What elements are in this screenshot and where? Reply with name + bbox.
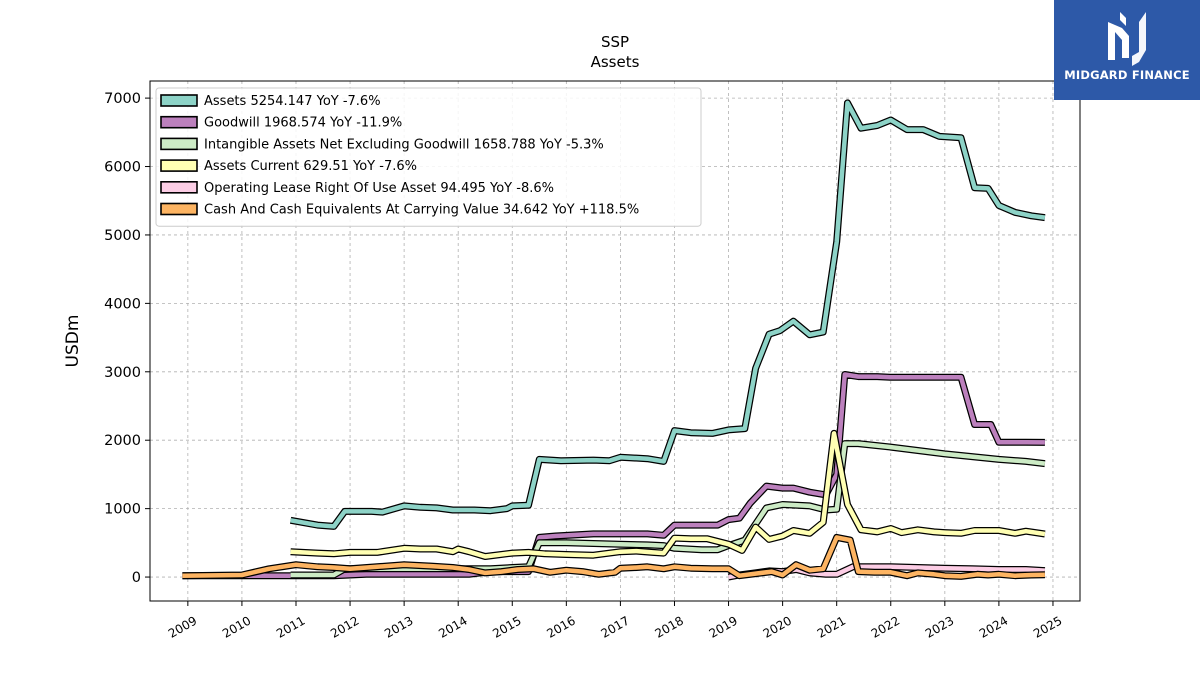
legend-entry: Assets 5254.147 YoY -7.6% bbox=[204, 94, 381, 109]
legend-entry: Operating Lease Right Of Use Asset 94.49… bbox=[204, 181, 554, 196]
legend-swatch bbox=[160, 181, 198, 194]
x-tick-label: 2014 bbox=[436, 613, 469, 640]
y-tick-label: 4000 bbox=[104, 296, 141, 312]
x-tick-label: 2023 bbox=[923, 613, 956, 640]
x-tick-label: 2018 bbox=[653, 613, 686, 640]
legend-swatch bbox=[160, 159, 198, 172]
chart-title: SSP bbox=[601, 33, 629, 51]
x-axis: 2009 2010 2011 2012 2013 2014 2015 2016 2017 2018… bbox=[166, 601, 1064, 641]
x-tick-label: 2020 bbox=[761, 613, 794, 640]
y-tick-label: 2000 bbox=[104, 433, 141, 449]
legend-entry: Cash And Cash Equivalents At Carrying Va… bbox=[204, 203, 639, 218]
y-tick-label: 0 bbox=[132, 570, 141, 586]
brand-logo: MIDGARD FINANCE bbox=[1054, 0, 1200, 100]
series-line bbox=[290, 431, 1046, 559]
x-tick-label: 2016 bbox=[544, 613, 577, 640]
x-tick-label: 2017 bbox=[598, 613, 631, 640]
y-tick-label: 5000 bbox=[104, 228, 141, 244]
x-tick-label: 2010 bbox=[220, 613, 253, 640]
x-tick-label: 2012 bbox=[328, 613, 361, 640]
series-line bbox=[182, 535, 1045, 579]
series-line bbox=[290, 100, 1046, 529]
x-tick-label: 2022 bbox=[869, 613, 902, 640]
series-layer bbox=[182, 99, 1046, 581]
series-3 bbox=[290, 429, 1046, 560]
x-tick-label: 2025 bbox=[1031, 613, 1064, 640]
legend: Assets 5254.147 YoY -7.6% Goodwill 1968.5… bbox=[155, 87, 702, 227]
x-tick-label: 2009 bbox=[166, 613, 199, 640]
y-tick-label: 7000 bbox=[104, 91, 141, 107]
chart-subtitle: Assets bbox=[591, 53, 640, 71]
y-axis: 0 1000 2000 3000 4000 5000 6000 7000 bbox=[104, 91, 150, 586]
legend-swatch bbox=[160, 202, 198, 216]
series-0 bbox=[289, 99, 1046, 530]
y-tick-label: 1000 bbox=[104, 502, 141, 518]
legend-swatch bbox=[160, 137, 198, 151]
midgard-m-icon bbox=[1108, 12, 1146, 66]
brand-name: MIDGARD FINANCE bbox=[1064, 68, 1190, 82]
x-tick-label: 2024 bbox=[977, 613, 1010, 640]
y-axis-label: USDm bbox=[63, 315, 83, 368]
y-tick-label: 6000 bbox=[104, 160, 141, 176]
legend-frame bbox=[155, 87, 702, 227]
legend-swatch bbox=[160, 94, 198, 107]
x-tick-label: 2011 bbox=[274, 613, 307, 640]
x-tick-label: 2015 bbox=[490, 613, 523, 640]
legend-entry: Intangible Assets Net Excluding Goodwill… bbox=[204, 137, 604, 152]
x-tick-label: 2013 bbox=[382, 613, 415, 640]
x-tick-label: 2021 bbox=[815, 613, 848, 640]
plot-frame bbox=[149, 80, 1081, 602]
x-tick-label: 2019 bbox=[707, 613, 740, 640]
series-5 bbox=[182, 533, 1045, 580]
legend-swatch bbox=[160, 115, 198, 129]
legend-entry: Assets Current 629.51 YoY -7.6% bbox=[204, 159, 417, 174]
legend-entry: Goodwill 1968.574 YoY -11.9% bbox=[204, 116, 402, 131]
y-tick-label: 3000 bbox=[104, 365, 141, 381]
